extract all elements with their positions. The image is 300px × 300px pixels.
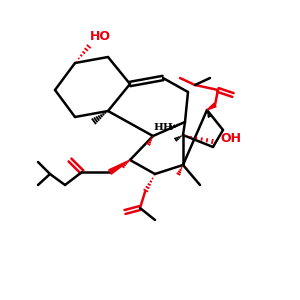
Text: HO: HO — [89, 31, 110, 44]
Polygon shape — [207, 103, 216, 110]
Polygon shape — [109, 160, 130, 174]
Text: HH: HH — [153, 124, 173, 133]
Text: OH: OH — [220, 131, 241, 145]
